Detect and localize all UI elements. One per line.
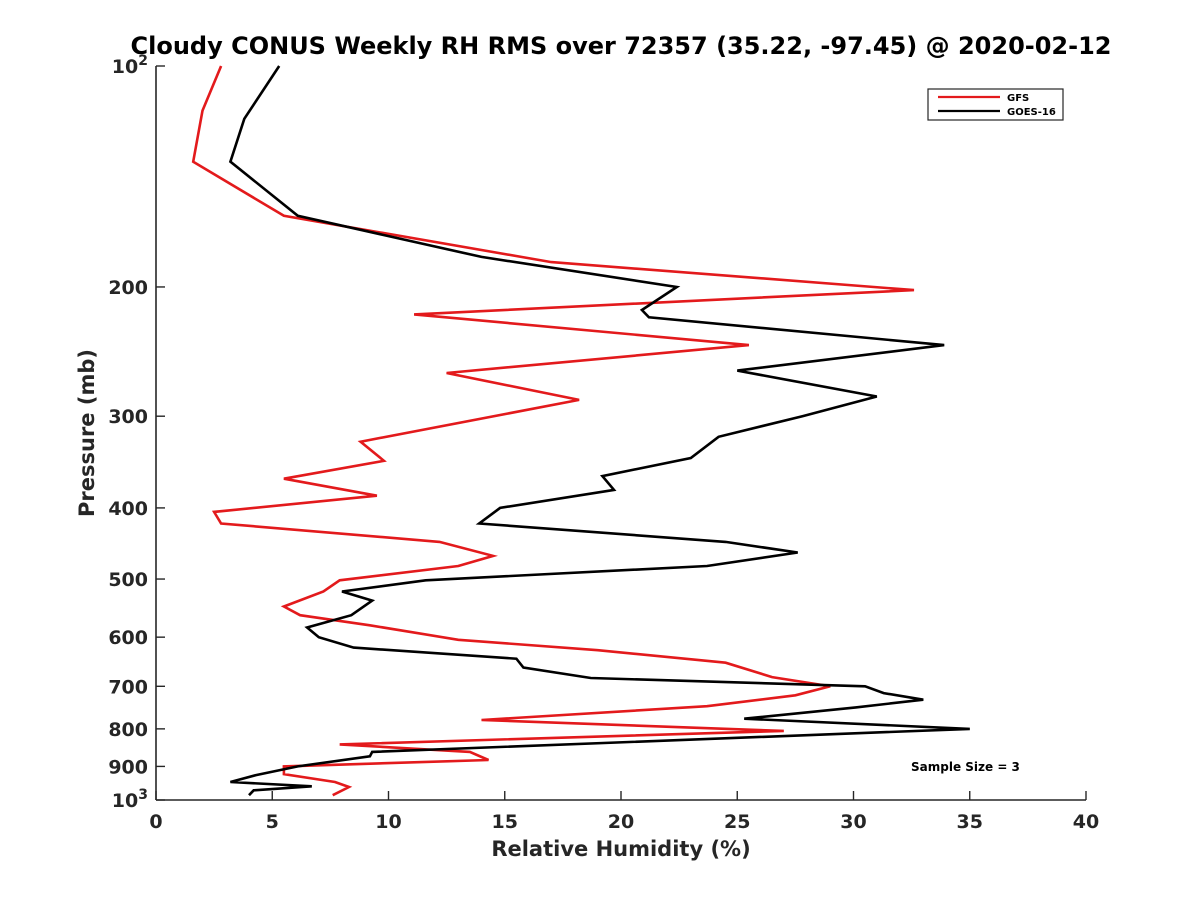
x-ticks: 0 5 10 15 20 25 30 35 40 (149, 791, 1099, 833)
legend-box (927, 88, 1064, 121)
y-tick-label: 200 (108, 277, 148, 299)
x-tick-label: 35 (957, 811, 983, 833)
x-tick-label: 5 (266, 811, 279, 833)
legend: GFS GOES-16 (927, 88, 1064, 121)
series-line-gfs (191, 65, 915, 797)
legend-label-gfs: GFS (1007, 93, 1029, 104)
series-layer (191, 65, 970, 797)
x-tick-label: 15 (492, 811, 518, 833)
x-tick-label: 0 (149, 811, 162, 833)
x-tick-label: 10 (375, 811, 401, 833)
series-line-goes16 (228, 65, 970, 797)
y-tick-label: 102 (112, 53, 148, 78)
x-tick-label: 40 (1073, 811, 1099, 833)
y-axis-label: Pressure (mb) (75, 349, 99, 517)
y-tick-label: 900 (108, 756, 148, 778)
y-tick-label: 700 (108, 676, 148, 698)
y-tick-label: 400 (108, 498, 148, 520)
x-axis-label: Relative Humidity (%) (491, 837, 750, 861)
y-tick-label: 103 (112, 787, 148, 812)
x-tick-label: 25 (724, 811, 750, 833)
y-tick-label: 600 (108, 627, 148, 649)
y-tick-label: 800 (108, 719, 148, 741)
y-tick-label: 500 (108, 569, 148, 591)
chart-title: Cloudy CONUS Weekly RH RMS over 72357 (3… (131, 32, 1112, 60)
y-ticks: 102 200 300 400 500 600 700 800 900 103 (108, 53, 165, 812)
x-tick-label: 30 (840, 811, 866, 833)
legend-label-goes16: GOES-16 (1007, 107, 1056, 118)
y-tick-label: 300 (108, 406, 148, 428)
x-tick-label: 20 (608, 811, 634, 833)
axes (155, 66, 1086, 801)
sample-size-annotation: Sample Size = 3 (911, 760, 1020, 774)
